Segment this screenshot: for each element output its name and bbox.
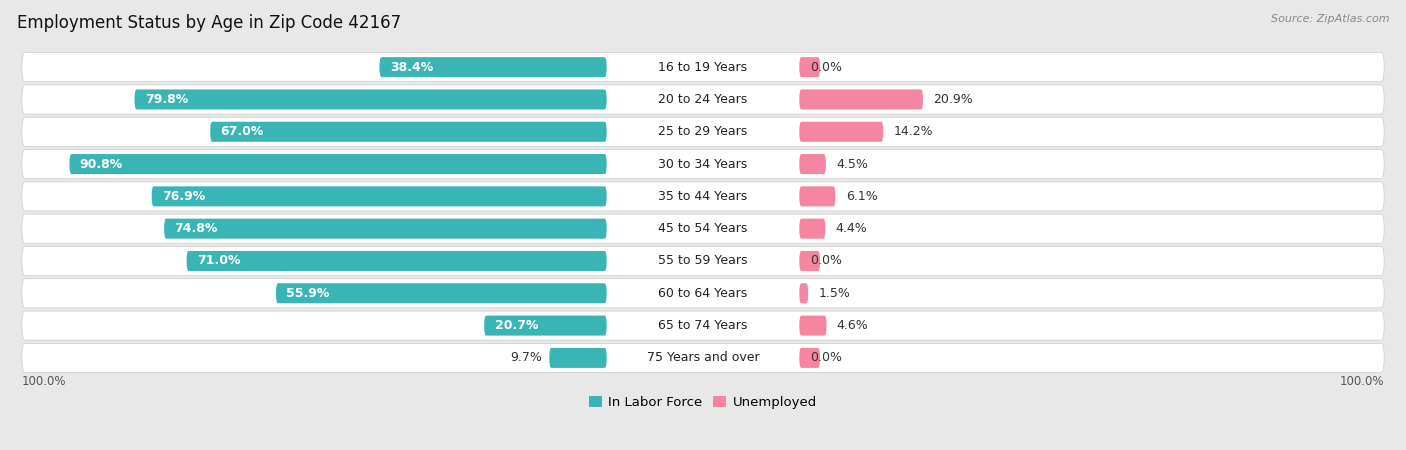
- FancyBboxPatch shape: [69, 154, 606, 174]
- Text: 71.0%: 71.0%: [197, 255, 240, 267]
- FancyBboxPatch shape: [484, 315, 606, 336]
- Text: 74.8%: 74.8%: [174, 222, 218, 235]
- Text: 4.6%: 4.6%: [837, 319, 869, 332]
- Text: 4.4%: 4.4%: [835, 222, 868, 235]
- FancyBboxPatch shape: [152, 186, 606, 207]
- Text: 4.5%: 4.5%: [837, 158, 868, 171]
- Text: 30 to 34 Years: 30 to 34 Years: [658, 158, 748, 171]
- Text: 1.5%: 1.5%: [818, 287, 851, 300]
- FancyBboxPatch shape: [22, 343, 1384, 373]
- Text: 20.9%: 20.9%: [934, 93, 973, 106]
- Text: 100.0%: 100.0%: [1340, 375, 1384, 388]
- Text: 76.9%: 76.9%: [162, 190, 205, 203]
- FancyBboxPatch shape: [187, 251, 606, 271]
- FancyBboxPatch shape: [800, 219, 825, 238]
- Text: 79.8%: 79.8%: [145, 93, 188, 106]
- FancyBboxPatch shape: [800, 283, 808, 303]
- FancyBboxPatch shape: [22, 85, 1384, 114]
- FancyBboxPatch shape: [800, 186, 835, 207]
- Text: 60 to 64 Years: 60 to 64 Years: [658, 287, 748, 300]
- FancyBboxPatch shape: [800, 122, 883, 142]
- Text: 25 to 29 Years: 25 to 29 Years: [658, 125, 748, 138]
- Text: 38.4%: 38.4%: [389, 61, 433, 74]
- Text: 6.1%: 6.1%: [846, 190, 877, 203]
- FancyBboxPatch shape: [380, 57, 606, 77]
- Text: 45 to 54 Years: 45 to 54 Years: [658, 222, 748, 235]
- FancyBboxPatch shape: [276, 283, 606, 303]
- FancyBboxPatch shape: [211, 122, 606, 142]
- Text: 65 to 74 Years: 65 to 74 Years: [658, 319, 748, 332]
- Text: 75 Years and over: 75 Years and over: [647, 351, 759, 364]
- Text: 55.9%: 55.9%: [287, 287, 329, 300]
- FancyBboxPatch shape: [800, 348, 820, 368]
- FancyBboxPatch shape: [800, 90, 922, 109]
- FancyBboxPatch shape: [800, 57, 820, 77]
- Text: 0.0%: 0.0%: [810, 255, 842, 267]
- FancyBboxPatch shape: [800, 154, 825, 174]
- Text: 90.8%: 90.8%: [80, 158, 122, 171]
- FancyBboxPatch shape: [550, 348, 606, 368]
- FancyBboxPatch shape: [165, 219, 606, 238]
- Text: 67.0%: 67.0%: [221, 125, 264, 138]
- FancyBboxPatch shape: [800, 315, 827, 336]
- Text: 20.7%: 20.7%: [495, 319, 538, 332]
- FancyBboxPatch shape: [800, 251, 820, 271]
- Text: 20 to 24 Years: 20 to 24 Years: [658, 93, 748, 106]
- FancyBboxPatch shape: [22, 149, 1384, 179]
- Text: 0.0%: 0.0%: [810, 61, 842, 74]
- Text: 16 to 19 Years: 16 to 19 Years: [658, 61, 748, 74]
- FancyBboxPatch shape: [22, 182, 1384, 211]
- Text: 14.2%: 14.2%: [894, 125, 934, 138]
- Text: Source: ZipAtlas.com: Source: ZipAtlas.com: [1271, 14, 1389, 23]
- FancyBboxPatch shape: [22, 214, 1384, 243]
- FancyBboxPatch shape: [22, 53, 1384, 82]
- Legend: In Labor Force, Unemployed: In Labor Force, Unemployed: [589, 396, 817, 410]
- Text: 100.0%: 100.0%: [22, 375, 66, 388]
- Text: 0.0%: 0.0%: [810, 351, 842, 364]
- FancyBboxPatch shape: [22, 279, 1384, 308]
- FancyBboxPatch shape: [22, 247, 1384, 275]
- Text: 35 to 44 Years: 35 to 44 Years: [658, 190, 748, 203]
- Text: 9.7%: 9.7%: [510, 351, 543, 364]
- FancyBboxPatch shape: [22, 311, 1384, 340]
- FancyBboxPatch shape: [22, 117, 1384, 146]
- Text: Employment Status by Age in Zip Code 42167: Employment Status by Age in Zip Code 421…: [17, 14, 401, 32]
- Text: 55 to 59 Years: 55 to 59 Years: [658, 255, 748, 267]
- FancyBboxPatch shape: [135, 90, 606, 109]
